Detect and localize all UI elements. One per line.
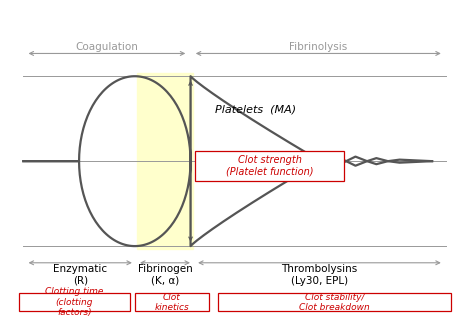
Text: Coagulation: Coagulation <box>75 42 138 52</box>
Text: Clot stability/
Clot breakdown: Clot stability/ Clot breakdown <box>299 293 370 312</box>
Text: Clot strength
(Platelet function): Clot strength (Platelet function) <box>226 155 313 177</box>
Text: Fibrinogen
(K, α): Fibrinogen (K, α) <box>137 264 192 286</box>
Bar <box>195 150 344 181</box>
Text: Platelets  (MA): Platelets (MA) <box>215 105 296 115</box>
Bar <box>219 293 451 311</box>
Text: Fibrinolysis: Fibrinolysis <box>289 42 347 52</box>
Text: Thrombolysins
(Ly30, EPL): Thrombolysins (Ly30, EPL) <box>282 264 357 286</box>
Text: Clotting time
(clotting
factors): Clotting time (clotting factors) <box>45 287 104 316</box>
Text: Enzymatic
(R): Enzymatic (R) <box>53 264 107 286</box>
Bar <box>137 73 193 249</box>
Text: Clot
kinetics: Clot kinetics <box>155 293 189 312</box>
Bar <box>18 293 130 311</box>
Bar <box>135 293 209 311</box>
